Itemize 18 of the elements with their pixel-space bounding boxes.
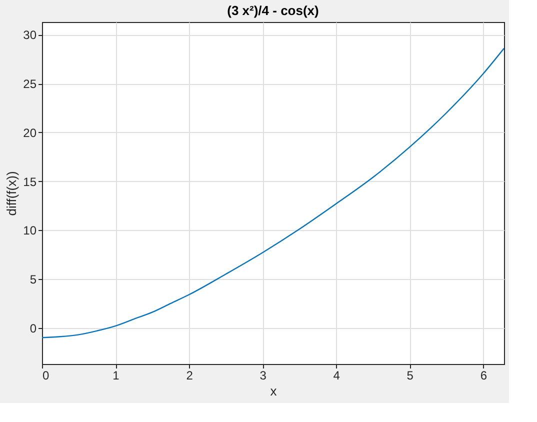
x-tick-label: 0 [42, 368, 50, 382]
y-tick-label: 0 [30, 321, 37, 336]
x-tick-label: 4 [333, 368, 340, 382]
y-tick-label: 15 [23, 174, 37, 189]
line-series [42, 48, 504, 338]
y-tick-label: 25 [23, 77, 37, 92]
y-tick-label: 20 [23, 126, 37, 140]
x-tick-label: 2 [186, 368, 194, 382]
x-tick-label: 1 [112, 368, 120, 382]
x-tick-label: 6 [480, 368, 488, 382]
y-tick-label: 10 [23, 224, 37, 238]
x-tick-label: 5 [406, 368, 414, 382]
chart-title: (3 x²)/4 - cos(x) [227, 3, 319, 18]
x-tick-label: 3 [260, 368, 267, 382]
y-axis-title: diff(f(x)) [4, 171, 20, 216]
y-tick-label: 5 [30, 272, 37, 286]
y-tick-label: 30 [23, 28, 37, 42]
x-axis-title: x [270, 384, 278, 398]
